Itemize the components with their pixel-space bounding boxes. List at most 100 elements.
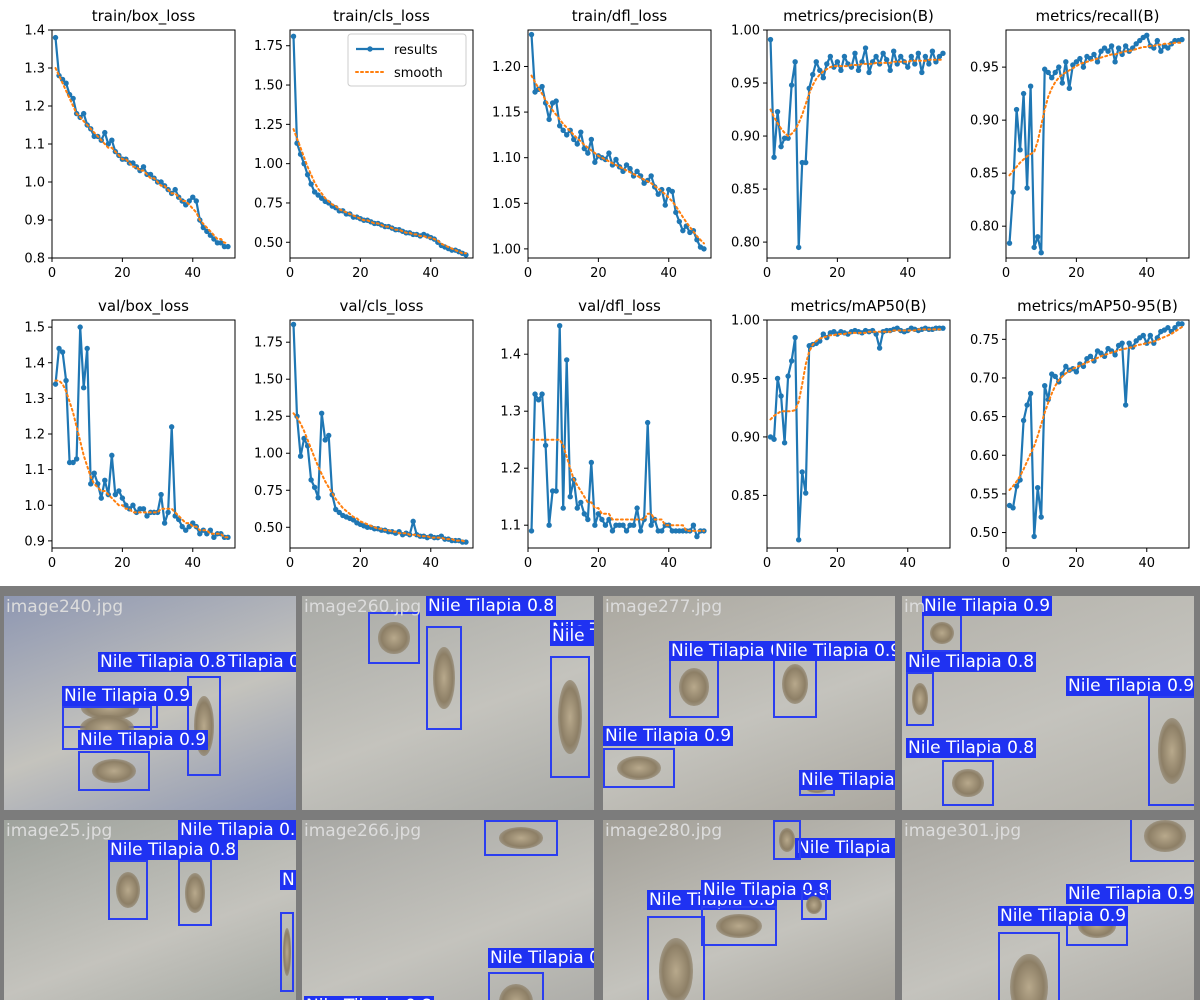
results-point bbox=[890, 48, 897, 54]
results-point bbox=[179, 523, 185, 530]
results-point bbox=[898, 53, 904, 60]
y-tick-label: 1.25 bbox=[254, 410, 283, 425]
results-point bbox=[571, 136, 577, 143]
y-tick-label: 0.90 bbox=[970, 114, 999, 129]
results-point bbox=[1010, 189, 1016, 195]
results-point bbox=[1073, 59, 1080, 65]
results-point bbox=[1179, 36, 1185, 43]
results-point bbox=[1112, 352, 1118, 358]
detection-label: Nile Tilapia 0.8 bbox=[701, 880, 832, 900]
y-tick-label: 1.5 bbox=[24, 321, 45, 336]
chart-title: metrics/mAP50(B) bbox=[790, 297, 926, 315]
results-point bbox=[91, 470, 97, 476]
results-point bbox=[774, 108, 781, 115]
results-point bbox=[144, 513, 150, 519]
detection-label: Nile Tilapia 0.8 bbox=[98, 652, 229, 672]
y-tick-label: 1.25 bbox=[254, 118, 283, 133]
x-tick-label: 20 bbox=[590, 266, 607, 281]
fish bbox=[679, 668, 709, 706]
results-point bbox=[1034, 485, 1041, 491]
detection-box bbox=[426, 626, 462, 730]
detection-box bbox=[669, 656, 719, 718]
chart-panel: train/cls_loss 0.50 0.75 1.00 1.25 1.50 1.75 0 2… bbox=[254, 7, 474, 281]
chart-panel: metrics/mAP50-95(B) 0.50 0.55 0.60 0.65 0.70 0… bbox=[970, 297, 1190, 571]
results-point bbox=[59, 349, 66, 355]
chart-title: train/dfl_loss bbox=[572, 7, 668, 26]
y-tick-label: 0.85 bbox=[731, 183, 760, 198]
results-point bbox=[1066, 85, 1073, 92]
detection-box bbox=[368, 612, 420, 664]
x-tick-label: 20 bbox=[352, 266, 369, 281]
mosaic-tile: Nile Tilapia 0.8 Nile Tilapia 0.8 Nile Til… bbox=[603, 820, 895, 1000]
results-point bbox=[140, 506, 147, 512]
detection-label: Nile Tilapia 0.9 bbox=[773, 641, 895, 661]
results-point bbox=[1070, 62, 1076, 68]
results-point bbox=[80, 384, 87, 391]
results-point bbox=[123, 502, 129, 508]
results-point bbox=[105, 141, 112, 147]
results-point bbox=[193, 198, 199, 204]
tank-photo bbox=[302, 820, 594, 1000]
results-line bbox=[54, 326, 228, 539]
results-point bbox=[1063, 363, 1069, 370]
results-point bbox=[556, 123, 563, 129]
results-point bbox=[785, 373, 791, 379]
results-point bbox=[810, 71, 816, 78]
fish bbox=[184, 873, 206, 913]
x-tick-label: 40 bbox=[422, 266, 439, 281]
y-tick-label: 1.00 bbox=[731, 314, 760, 329]
results-point bbox=[528, 31, 535, 38]
y-tick-label: 0.9 bbox=[24, 534, 45, 549]
results-point bbox=[627, 165, 633, 172]
chart-title: metrics/recall(B) bbox=[1035, 7, 1159, 25]
results-point bbox=[694, 533, 700, 540]
x-tick-label: 40 bbox=[660, 266, 677, 281]
results-point bbox=[824, 61, 830, 67]
results-point bbox=[73, 456, 80, 462]
results-point bbox=[197, 531, 203, 537]
y-tick-label: 0.80 bbox=[970, 220, 999, 235]
results-point bbox=[535, 397, 542, 403]
results-point bbox=[211, 534, 217, 541]
chart-title: val/dfl_loss bbox=[578, 297, 661, 316]
results-point bbox=[556, 323, 563, 329]
chart-panel: metrics/recall(B) 0.80 0.85 0.90 0.95 0 20 40 bbox=[970, 7, 1190, 281]
x-tick-label: 40 bbox=[184, 266, 201, 281]
results-point bbox=[567, 494, 573, 500]
results-point bbox=[767, 36, 774, 43]
results-line bbox=[54, 37, 228, 248]
smooth-line bbox=[54, 379, 229, 539]
results-point bbox=[788, 82, 795, 88]
y-tick-label: 0.95 bbox=[731, 372, 760, 387]
detection-box bbox=[187, 676, 221, 776]
results-point bbox=[588, 459, 595, 466]
detection-label: Nile Tilapia 0.6 bbox=[280, 870, 296, 890]
y-tick-label: 0.50 bbox=[970, 526, 999, 541]
results-point bbox=[876, 345, 883, 351]
results-point bbox=[578, 129, 584, 135]
chart-title: metrics/mAP50-95(B) bbox=[1017, 297, 1178, 315]
results-point bbox=[648, 522, 654, 528]
detection-box bbox=[108, 860, 148, 920]
chart-title: metrics/precision(B) bbox=[783, 7, 934, 25]
results-point bbox=[326, 432, 332, 439]
results-point bbox=[637, 528, 644, 534]
x-tick-label: 40 bbox=[184, 556, 201, 571]
results-point bbox=[1126, 340, 1132, 346]
chart-panel: val/cls_loss 0.50 0.75 1.00 1.25 1.50 1.75 0 20 4… bbox=[254, 297, 474, 571]
results-point bbox=[936, 53, 943, 60]
detection-box bbox=[484, 820, 558, 856]
results-point bbox=[80, 110, 87, 117]
detection-box bbox=[922, 614, 962, 652]
results-point bbox=[1133, 338, 1139, 344]
chart-title: train/cls_loss bbox=[333, 7, 430, 26]
results-point bbox=[592, 159, 598, 165]
x-tick-label: 20 bbox=[114, 556, 131, 571]
results-point bbox=[915, 50, 922, 57]
y-tick-label: 0.90 bbox=[731, 430, 760, 445]
detection-label: Nile Tilapia 0.9 bbox=[1066, 884, 1194, 904]
results-point bbox=[574, 141, 580, 147]
x-tick-label: 40 bbox=[899, 556, 916, 571]
y-tick-label: 1.75 bbox=[254, 336, 283, 351]
results-point bbox=[190, 194, 196, 200]
